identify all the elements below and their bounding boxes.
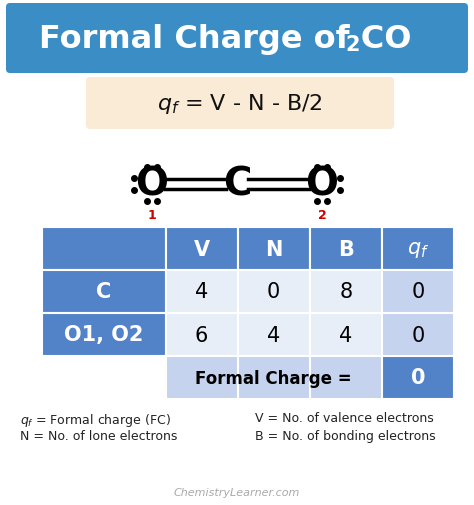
Text: 6: 6 xyxy=(195,325,209,345)
Text: 0: 0 xyxy=(411,325,425,345)
Bar xyxy=(42,228,165,271)
Text: B: B xyxy=(338,239,354,259)
Bar xyxy=(165,228,237,271)
Text: $q_f$: $q_f$ xyxy=(407,239,429,259)
FancyBboxPatch shape xyxy=(6,4,468,74)
Bar xyxy=(42,271,165,314)
Bar xyxy=(382,271,454,314)
Text: 1: 1 xyxy=(147,209,156,222)
Text: O: O xyxy=(306,166,338,204)
Text: 4: 4 xyxy=(267,325,281,345)
Text: 2: 2 xyxy=(345,35,359,55)
Text: 2: 2 xyxy=(318,209,327,222)
Bar xyxy=(382,228,454,271)
Text: V = No. of valence electrons: V = No. of valence electrons xyxy=(255,411,434,424)
Bar xyxy=(237,314,310,357)
Text: 0: 0 xyxy=(267,282,281,302)
Bar xyxy=(42,314,165,357)
Bar xyxy=(165,357,237,399)
Bar xyxy=(165,271,237,314)
Text: O: O xyxy=(136,166,168,204)
Text: C: C xyxy=(223,166,251,204)
Bar xyxy=(237,228,310,271)
Bar xyxy=(165,314,237,357)
Bar xyxy=(237,271,310,314)
Bar xyxy=(310,314,382,357)
Bar xyxy=(382,357,454,399)
Text: ChemistryLearner.com: ChemistryLearner.com xyxy=(174,487,300,497)
Text: B = No. of bonding electrons: B = No. of bonding electrons xyxy=(255,429,436,442)
Text: O1, O2: O1, O2 xyxy=(64,325,144,345)
Bar xyxy=(382,314,454,357)
Text: C: C xyxy=(96,282,111,302)
Text: Formal Charge of CO: Formal Charge of CO xyxy=(39,23,411,55)
Bar xyxy=(10,8,464,70)
FancyBboxPatch shape xyxy=(86,78,394,130)
Text: 8: 8 xyxy=(339,282,352,302)
Bar xyxy=(237,357,310,399)
Bar xyxy=(310,357,382,399)
Text: 0: 0 xyxy=(410,368,425,388)
Text: 0: 0 xyxy=(411,282,425,302)
Text: $q_f$ = Formal charge (FC): $q_f$ = Formal charge (FC) xyxy=(20,411,171,428)
Text: 4: 4 xyxy=(339,325,353,345)
Text: Formal Charge =: Formal Charge = xyxy=(195,369,352,387)
Text: V: V xyxy=(193,239,210,259)
Bar xyxy=(310,271,382,314)
Text: N: N xyxy=(265,239,283,259)
Text: 4: 4 xyxy=(195,282,208,302)
Text: $q_f$ = V - N - B/2: $q_f$ = V - N - B/2 xyxy=(157,92,322,116)
Text: N = No. of lone electrons: N = No. of lone electrons xyxy=(20,429,177,442)
Bar xyxy=(310,228,382,271)
